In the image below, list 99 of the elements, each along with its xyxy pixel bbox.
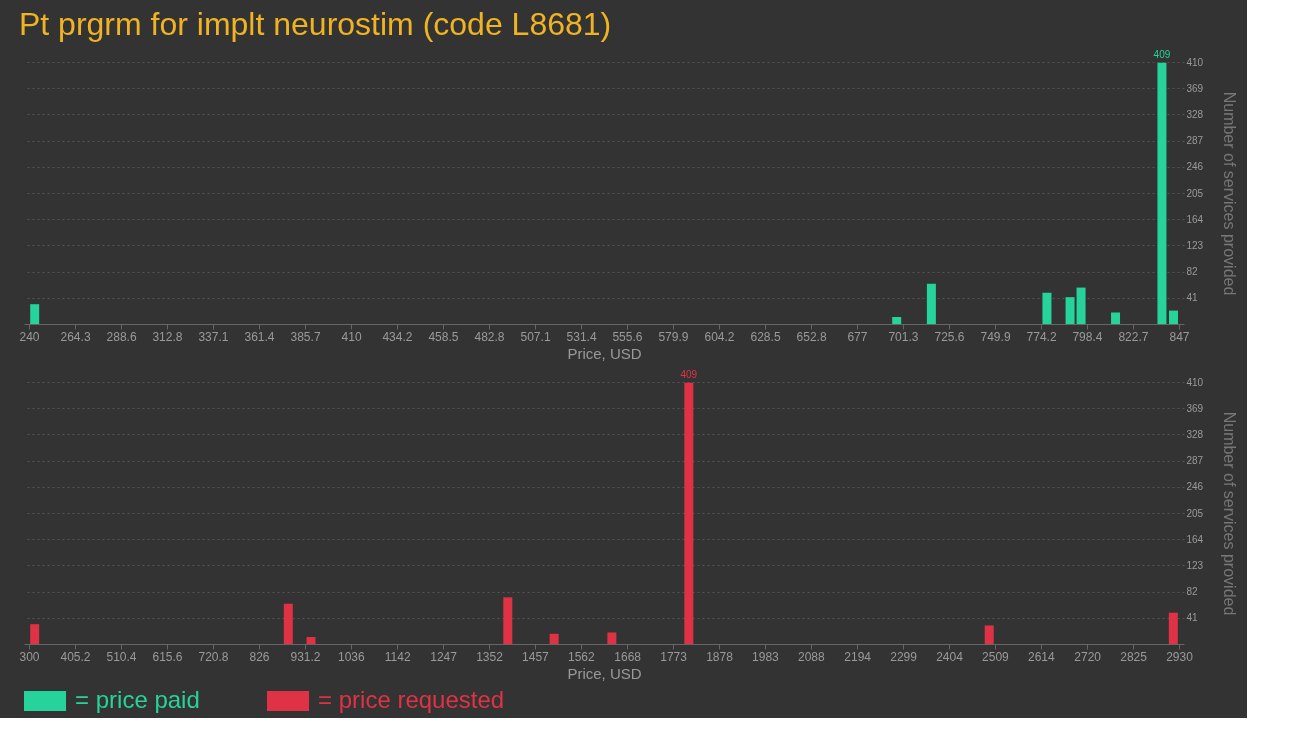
x-tick-label: 264.3 xyxy=(60,329,91,344)
x-tick-label: 337.1 xyxy=(198,329,229,344)
x-tick-label: 2194 xyxy=(844,649,872,664)
bar xyxy=(926,283,936,324)
bar xyxy=(1042,292,1052,324)
x-tick-label: 361.4 xyxy=(244,329,275,344)
x-tick-label: 2299 xyxy=(890,649,918,664)
bar xyxy=(30,624,40,644)
x-tick-label: 288.6 xyxy=(106,329,137,344)
x-tick-label: 385.7 xyxy=(290,329,321,344)
bar xyxy=(549,633,559,644)
x-tick-label: 531.4 xyxy=(566,329,597,344)
bar xyxy=(684,382,694,644)
y-tick-label: 164 xyxy=(1186,533,1204,545)
legend-label: = price paid xyxy=(75,686,200,713)
x-tick-label: 1142 xyxy=(384,649,411,664)
bar xyxy=(892,316,902,324)
x-tick-label: 2404 xyxy=(936,649,964,664)
y-tick-label: 123 xyxy=(1186,239,1204,251)
x-tick-label: 410 xyxy=(341,329,362,344)
y-axis-title: Number of services provided xyxy=(1221,91,1239,296)
x-tick-label: 847 xyxy=(1169,329,1190,344)
x-tick-label: 1983 xyxy=(752,649,780,664)
x-tick-label: 749.9 xyxy=(980,329,1011,344)
y-tick-label: 205 xyxy=(1186,187,1204,199)
bar xyxy=(1111,312,1121,324)
chart-title: Pt prgrm for implt neurostim (code L8681) xyxy=(18,5,612,42)
x-axis-title: Price, USD xyxy=(567,664,642,682)
y-axis-title: Number of services provided xyxy=(1221,411,1239,616)
bar xyxy=(306,636,316,644)
y-tick-label: 164 xyxy=(1186,213,1204,225)
x-tick-label: 2088 xyxy=(797,649,825,664)
x-tick-label: 2509 xyxy=(982,649,1010,664)
bar xyxy=(503,597,513,644)
x-tick-label: 822.7 xyxy=(1118,329,1149,344)
x-tick-label: 507.1 xyxy=(520,329,551,344)
x-tick-label: 482.8 xyxy=(474,329,505,344)
x-tick-label: 2614 xyxy=(1027,649,1055,664)
bar xyxy=(30,304,40,324)
y-tick-label: 369 xyxy=(1186,82,1204,94)
x-axis-title: Price, USD xyxy=(567,344,642,362)
bar xyxy=(1065,297,1075,324)
bar xyxy=(283,603,293,644)
y-tick-label: 287 xyxy=(1186,135,1204,147)
x-tick-label: 677 xyxy=(847,329,868,344)
data-label: 409 xyxy=(680,368,698,380)
x-tick-label: 458.5 xyxy=(428,329,459,344)
x-tick-label: 701.3 xyxy=(888,329,919,344)
x-tick-label: 2825 xyxy=(1120,649,1148,664)
y-tick-label: 246 xyxy=(1186,161,1204,173)
x-tick-label: 1457 xyxy=(522,649,550,664)
x-tick-label: 555.6 xyxy=(612,329,643,344)
bar xyxy=(1168,612,1178,644)
y-tick-label: 205 xyxy=(1186,507,1204,519)
x-tick-label: 826 xyxy=(249,649,270,664)
bar xyxy=(607,632,617,644)
x-tick-label: 300 xyxy=(19,649,40,664)
x-tick-label: 1352 xyxy=(476,649,504,664)
y-tick-label: 328 xyxy=(1186,428,1204,440)
x-tick-label: 312.8 xyxy=(152,329,183,344)
y-tick-label: 82 xyxy=(1186,266,1199,278)
x-tick-label: 1562 xyxy=(567,649,595,664)
x-tick-label: 405.2 xyxy=(60,649,91,664)
x-tick-label: 1247 xyxy=(430,649,458,664)
data-label: 409 xyxy=(1153,48,1171,60)
x-tick-label: 604.2 xyxy=(704,329,735,344)
x-tick-label: 725.6 xyxy=(934,329,965,344)
y-tick-label: 41 xyxy=(1186,292,1199,304)
y-tick-label: 41 xyxy=(1186,612,1199,624)
x-tick-label: 1668 xyxy=(614,649,642,664)
x-tick-label: 510.4 xyxy=(106,649,137,664)
x-tick-label: 1036 xyxy=(337,649,365,664)
x-tick-label: 1773 xyxy=(660,649,688,664)
y-tick-label: 328 xyxy=(1186,108,1204,120)
y-tick-label: 246 xyxy=(1186,481,1204,493)
x-tick-label: 2720 xyxy=(1074,649,1102,664)
x-tick-label: 652.8 xyxy=(796,329,827,344)
y-tick-label: 123 xyxy=(1186,559,1204,571)
x-tick-label: 931.2 xyxy=(290,649,321,664)
x-tick-label: 798.4 xyxy=(1072,329,1103,344)
x-tick-label: 720.8 xyxy=(198,649,229,664)
y-tick-label: 410 xyxy=(1186,56,1204,68)
x-tick-label: 615.6 xyxy=(152,649,183,664)
legend-label: = price requested xyxy=(318,686,505,713)
y-tick-label: 369 xyxy=(1186,402,1204,414)
x-tick-label: 240 xyxy=(19,329,40,344)
y-tick-label: 82 xyxy=(1186,586,1199,598)
x-tick-label: 774.2 xyxy=(1026,329,1057,344)
bar xyxy=(984,625,994,644)
x-tick-label: 434.2 xyxy=(382,329,413,344)
y-tick-label: 410 xyxy=(1186,376,1204,388)
bar xyxy=(1169,310,1179,324)
x-tick-label: 579.9 xyxy=(658,329,689,344)
x-tick-label: 1878 xyxy=(706,649,734,664)
x-tick-label: 628.5 xyxy=(750,329,781,344)
y-tick-label: 287 xyxy=(1186,455,1204,467)
bar xyxy=(1157,62,1167,324)
x-tick-label: 2930 xyxy=(1166,649,1194,664)
bar xyxy=(1076,287,1086,324)
